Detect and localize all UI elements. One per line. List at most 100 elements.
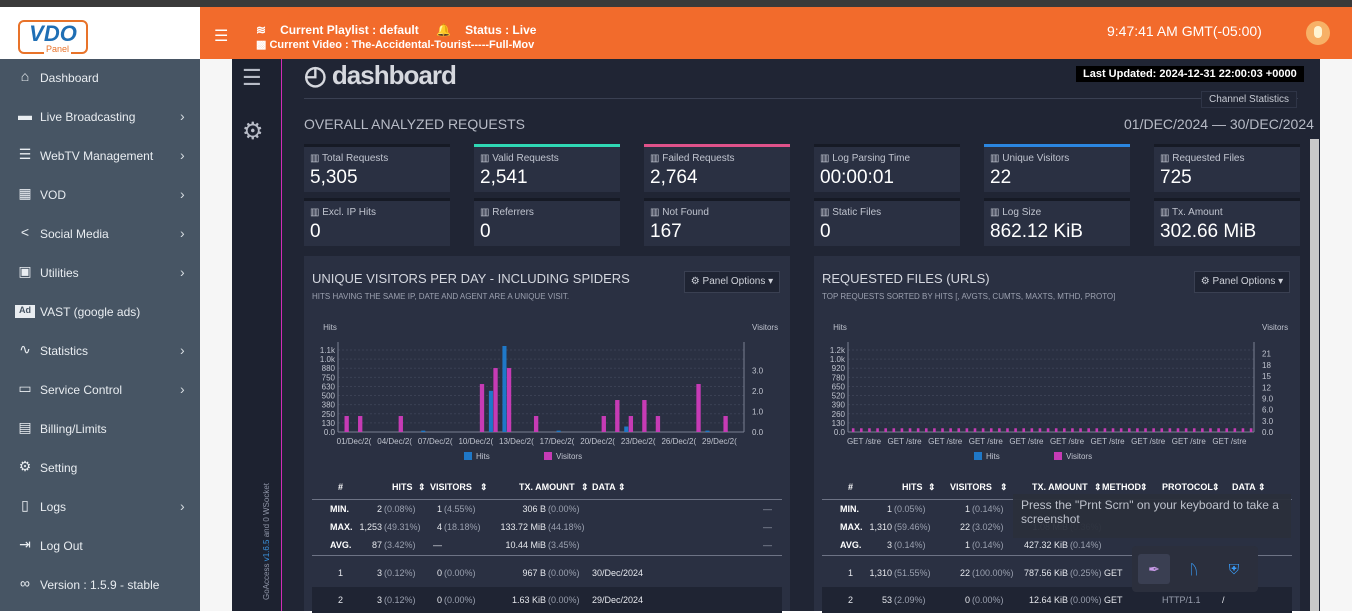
- visitors-bar[interactable]: [1014, 428, 1017, 432]
- visitors-bar[interactable]: [1160, 428, 1164, 432]
- column-header-protocol[interactable]: PROTOCOL: [1162, 482, 1213, 492]
- visitors-bar[interactable]: [884, 428, 887, 432]
- visitors-bar[interactable]: [916, 428, 920, 432]
- visitors-bar[interactable]: [908, 428, 912, 432]
- table-row[interactable]: 2 3 (0.12%) 0 (0.00%) 1.63 KiB (0.00%) 29/Dec/2…: [312, 587, 782, 613]
- visitors-bar[interactable]: [1006, 428, 1009, 432]
- logo-area[interactable]: VDO Panel: [0, 7, 200, 59]
- visitors-bar[interactable]: [1046, 428, 1050, 432]
- visitors-bar[interactable]: [1111, 428, 1115, 432]
- user-avatar[interactable]: [1306, 21, 1330, 45]
- goaccess-settings-gear-icon[interactable]: ⚙: [242, 118, 264, 145]
- sort-icon[interactable]: ⇕: [1258, 482, 1266, 492]
- column-header-data[interactable]: DATA: [592, 482, 616, 492]
- visitors-bar[interactable]: [868, 428, 871, 432]
- sidebar-item-live-broadcasting[interactable]: ▬ Live Broadcasting ›: [0, 98, 200, 137]
- sidebar-item-webtv-management[interactable]: ☰ WebTV Management ›: [0, 137, 200, 176]
- visitors-bar[interactable]: [655, 416, 661, 432]
- visitors-bar[interactable]: [1022, 428, 1026, 432]
- visitors-bar[interactable]: [1087, 428, 1090, 432]
- goaccess-menu-icon[interactable]: ☰: [242, 65, 262, 90]
- visitors-bar[interactable]: [642, 400, 647, 432]
- visitors-bar[interactable]: [1095, 428, 1099, 432]
- visitors-bar[interactable]: [1209, 428, 1212, 432]
- sidebar-item-vod[interactable]: ▦ VOD ›: [0, 176, 200, 215]
- hits-bar[interactable]: [705, 430, 710, 432]
- sort-icon[interactable]: ⇕: [1000, 482, 1008, 492]
- column-header-hits[interactable]: HITS: [392, 482, 413, 492]
- visitors-bar[interactable]: [1119, 428, 1123, 432]
- visitors-bar[interactable]: [628, 416, 634, 432]
- sidebar-item-dashboard[interactable]: ⌂ Dashboard: [0, 59, 200, 98]
- sort-icon[interactable]: ⇕: [928, 482, 936, 492]
- visitors-bar[interactable]: [723, 416, 728, 432]
- table-row[interactable]: 2 53 (2.09%) 0 (0.00%) 12.64 KiB (0.00%) GET HTT…: [822, 587, 1292, 613]
- sort-icon[interactable]: ⇕: [1094, 482, 1102, 492]
- visitors-bar[interactable]: [1176, 428, 1180, 432]
- report-scrollbar[interactable]: [1310, 139, 1319, 611]
- visitors-bar[interactable]: [892, 428, 896, 432]
- hits-bar[interactable]: [556, 430, 561, 432]
- visitors-bar[interactable]: [358, 416, 363, 432]
- visitors-bar[interactable]: [1030, 428, 1034, 432]
- visitors-bar[interactable]: [1192, 428, 1196, 432]
- visitors-bar[interactable]: [1038, 428, 1042, 432]
- sidebar-item-statistics[interactable]: ∿ Statistics ›: [0, 332, 200, 371]
- hits-bar[interactable]: [502, 346, 507, 432]
- legend-label-hits[interactable]: Hits: [476, 452, 490, 461]
- visitors-bar[interactable]: [615, 400, 620, 432]
- hits-bar[interactable]: [624, 426, 629, 432]
- visitors-bar[interactable]: [1241, 428, 1245, 432]
- visitors-bar[interactable]: [1103, 428, 1107, 432]
- visitors-bar[interactable]: [479, 384, 485, 432]
- visitors-bar[interactable]: [1233, 428, 1237, 432]
- files-panel-options-button[interactable]: ⚙ Panel Options ▾: [1194, 271, 1290, 293]
- visitors-bar[interactable]: [493, 368, 498, 432]
- hits-bar[interactable]: [421, 430, 426, 432]
- hamburger-menu-icon[interactable]: ☰: [214, 28, 229, 45]
- column-header-method[interactable]: METHOD: [1102, 482, 1141, 492]
- goaccess-version-link[interactable]: v1.6.5: [262, 539, 271, 562]
- visitors-bar[interactable]: [533, 416, 539, 432]
- visitors-bar[interactable]: [1184, 428, 1188, 432]
- column-header-visitors[interactable]: VISITORS: [950, 482, 992, 492]
- visitors-bar[interactable]: [601, 416, 606, 432]
- visitors-bar[interactable]: [851, 428, 855, 432]
- sidebar-item-log-out[interactable]: ⇥ Log Out: [0, 527, 200, 566]
- bluetooth-icon[interactable]: ᚢ: [1189, 561, 1199, 577]
- sidebar-item-setting[interactable]: ⚙ Setting: [0, 449, 200, 488]
- sidebar-item-social-media[interactable]: < Social Media ›: [0, 215, 200, 254]
- visitors-panel-options-button[interactable]: ⚙ Panel Options ▾: [684, 271, 780, 293]
- legend-label-hits[interactable]: Hits: [986, 452, 1000, 461]
- visitors-bar[interactable]: [1079, 428, 1082, 432]
- column-header-tx-amount[interactable]: TX. AMOUNT: [519, 482, 575, 492]
- visitors-bar[interactable]: [949, 428, 952, 432]
- visitors-bar[interactable]: [957, 428, 961, 432]
- sort-icon[interactable]: ⇕: [418, 482, 426, 492]
- visitors-bar[interactable]: [1136, 428, 1139, 432]
- legend-label-visitors[interactable]: Visitors: [556, 452, 582, 461]
- visitors-bar[interactable]: [1201, 428, 1204, 432]
- visitors-bar[interactable]: [941, 428, 944, 432]
- visitors-bar[interactable]: [398, 416, 403, 432]
- hits-bar[interactable]: [488, 390, 493, 432]
- visitors-bar[interactable]: [989, 428, 993, 432]
- sidebar-item-service-control[interactable]: ▭ Service Control ›: [0, 371, 200, 410]
- sidebar-item-vast-google-ads[interactable]: Ad VAST (google ads): [0, 293, 200, 332]
- visitors-bar[interactable]: [344, 416, 349, 432]
- vdo-panel-logo[interactable]: VDO Panel: [18, 20, 88, 54]
- visitors-bar[interactable]: [1168, 428, 1172, 432]
- visitors-bar[interactable]: [1071, 428, 1074, 432]
- visitors-bar[interactable]: [1127, 428, 1131, 432]
- table-row[interactable]: 1 3 (0.12%) 0 (0.00%) 967 B (0.00%) 30/Dec/2024: [312, 560, 782, 586]
- visitors-bar[interactable]: [1225, 428, 1229, 432]
- sort-icon[interactable]: ⇕: [1212, 482, 1220, 492]
- visitors-bar[interactable]: [1152, 428, 1155, 432]
- column-header-visitors[interactable]: VISITORS: [430, 482, 472, 492]
- legend-label-visitors[interactable]: Visitors: [1066, 452, 1092, 461]
- sort-icon[interactable]: ⇕: [1140, 482, 1148, 492]
- sort-icon[interactable]: ⇕: [581, 482, 589, 492]
- visitors-bar[interactable]: [1054, 428, 1058, 432]
- column-header-hits[interactable]: HITS: [902, 482, 923, 492]
- sidebar-item-billing-limits[interactable]: ▤ Billing/Limits: [0, 410, 200, 449]
